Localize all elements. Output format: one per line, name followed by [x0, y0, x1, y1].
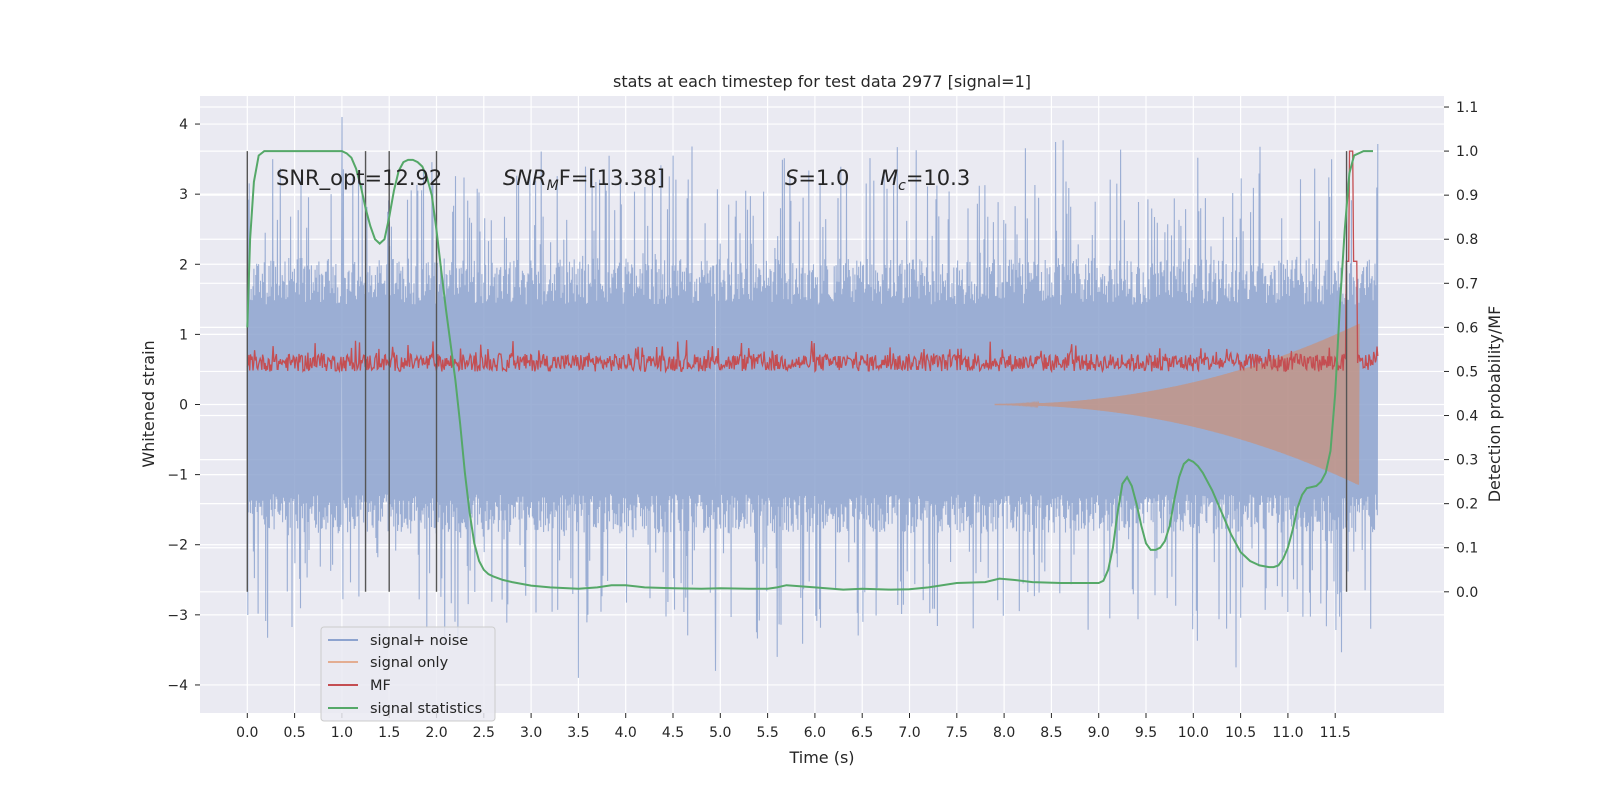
legend-label-signal-noise: signal+ noise	[370, 633, 468, 649]
y-axis-right-label: Detection probability/MF	[1485, 306, 1504, 503]
y-right-tick-label: 0.8	[1456, 232, 1478, 248]
x-tick-label: 6.0	[804, 725, 826, 741]
x-tick-label: 9.5	[1135, 725, 1157, 741]
series-signal-statistics	[246, 150, 1373, 591]
x-tick-label: 10.0	[1178, 725, 1209, 741]
annotations: SNR_opt=12.92 SNRMF=[13.38] S=1.0 Mc=10.…	[276, 166, 970, 194]
axes-layer: 0.0 0.5 1.0 1.5 2.0 2.5 3.0 3.5 4.0 4.5 5.0 5.5 6.0 6…	[167, 100, 1478, 741]
x-tick-label: 2.5	[473, 725, 495, 741]
y-right-tick-label: 0.2	[1456, 497, 1478, 513]
x-tick-label: 2.0	[425, 725, 447, 741]
x-tick-label: 9.0	[1088, 725, 1110, 741]
x-tick-label: 5.0	[709, 725, 731, 741]
y-right-tick-label: 0.1	[1456, 541, 1478, 557]
annotation-snr-opt: SNR_opt=12.92	[276, 166, 442, 191]
x-tick-label: 10.5	[1225, 725, 1256, 741]
y-axis-left-label: Whitened strain	[139, 340, 158, 467]
x-tick-label: 0.5	[283, 725, 305, 741]
x-tick-label: 11.5	[1320, 725, 1351, 741]
x-tick-label: 8.0	[993, 725, 1015, 741]
series-signal-only	[994, 323, 1360, 485]
y-left-tick-label: 3	[179, 187, 188, 203]
y-right-tick-label: 0.0	[1456, 585, 1478, 601]
y-right-tick-label: 0.5	[1456, 364, 1478, 380]
y-left-tick-label: 0	[179, 398, 188, 414]
x-tick-label: 8.5	[1040, 725, 1062, 741]
y-right-tick-label: 0.7	[1456, 276, 1478, 292]
series-mf	[246, 150, 1379, 374]
annotation-mc-subscript: c	[898, 178, 906, 194]
annotation-mc-value: =10.3	[906, 166, 970, 190]
legend-label-mf: MF	[370, 678, 391, 694]
annotation-s: S=1.0	[785, 166, 849, 190]
legend: signal+ noise signal only MF signal stat…	[320, 626, 496, 722]
x-tick-label: 3.0	[520, 725, 542, 741]
annotation-s-value: =1.0	[798, 166, 849, 190]
y-left-tick-label: −4	[167, 678, 188, 694]
series-layer	[246, 116, 1379, 678]
x-tick-label: 6.5	[851, 725, 873, 741]
x-tick-label: 11.0	[1272, 725, 1303, 741]
x-tick-label: 7.5	[946, 725, 968, 741]
y-right-tick-label: 0.9	[1456, 188, 1478, 204]
x-axis-label: Time (s)	[788, 748, 854, 767]
annotation-snr-mf-value: F=[13.38]	[559, 166, 665, 190]
y-left-tick-label: −3	[167, 608, 188, 624]
x-tick-label: 5.5	[756, 725, 778, 741]
y-right-tick-label: 1.0	[1456, 144, 1478, 160]
x-tick-label: 1.0	[331, 725, 353, 741]
y-right-tick-label: 0.6	[1456, 320, 1478, 336]
legend-label-signal-statistics: signal statistics	[370, 701, 482, 717]
annotation-mc: Mc=10.3	[880, 166, 970, 194]
y-left-tick-label: 1	[179, 327, 188, 343]
y-left-tick-label: 4	[179, 117, 188, 133]
y-left-tick-label: −1	[167, 468, 188, 484]
y-right-tick-label: 0.3	[1456, 453, 1478, 469]
annotation-s-symbol: S	[785, 166, 798, 190]
x-tick-label: 0.0	[236, 725, 258, 741]
x-tick-label: 7.0	[898, 725, 920, 741]
x-tick-label: 4.0	[615, 725, 637, 741]
legend-label-signal-only: signal only	[370, 655, 449, 671]
y-right-tick-label: 0.4	[1456, 409, 1478, 425]
annotation-snr-mf-subscript: M	[547, 178, 559, 194]
annotation-snr-mf: SNRMF=[13.38]	[503, 166, 665, 194]
x-tick-label: 1.5	[378, 725, 400, 741]
chart-title: stats at each timestep for test data 297…	[613, 72, 1031, 91]
annotation-mc-symbol: M	[880, 166, 898, 190]
y-left-tick-label: 2	[179, 257, 188, 273]
annotation-snr-mf-symbol: SNR	[503, 166, 547, 190]
x-tick-label: 4.5	[662, 725, 684, 741]
legend-box	[320, 626, 496, 722]
x-tick-label: 3.5	[567, 725, 589, 741]
series-signal-noise	[246, 116, 1379, 678]
y-left-tick-label: −2	[167, 538, 188, 554]
y-right-tick-label: 1.1	[1456, 100, 1478, 116]
